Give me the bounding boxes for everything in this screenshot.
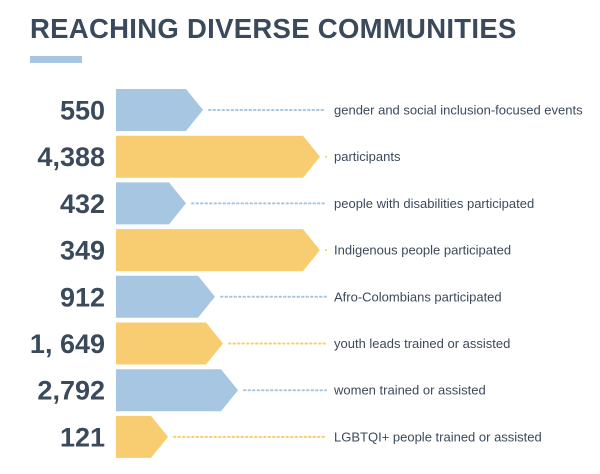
category-label: LGBTQI+ people trained or assisted xyxy=(334,429,542,444)
category-label: Indigenous people participated xyxy=(334,243,511,258)
bar xyxy=(116,275,215,318)
category-label: youth leads trained or assisted xyxy=(334,336,510,351)
value-label: 1, 649 xyxy=(30,329,105,359)
value-label: 4,388 xyxy=(37,142,105,172)
bar xyxy=(116,369,238,412)
bar xyxy=(116,182,186,225)
bar xyxy=(116,135,320,178)
value-label: 550 xyxy=(60,96,105,126)
category-label: gender and social inclusion-focused even… xyxy=(334,103,583,118)
value-label: 2,792 xyxy=(37,376,105,406)
category-label: people with disabilities participated xyxy=(334,196,534,211)
value-label: 349 xyxy=(60,236,105,266)
bar xyxy=(116,415,168,458)
chart-title: REACHING DIVERSE COMMUNITIES xyxy=(30,13,517,44)
category-label: Afro-Colombians participated xyxy=(334,289,502,304)
bar xyxy=(116,89,203,131)
title-underline xyxy=(30,56,82,63)
bar xyxy=(116,229,320,272)
category-label: women trained or assisted xyxy=(333,383,486,398)
value-label: 912 xyxy=(60,282,105,312)
category-label: participants xyxy=(334,149,401,164)
bar xyxy=(116,322,223,365)
value-label: 121 xyxy=(60,422,105,452)
value-label: 432 xyxy=(60,189,105,219)
